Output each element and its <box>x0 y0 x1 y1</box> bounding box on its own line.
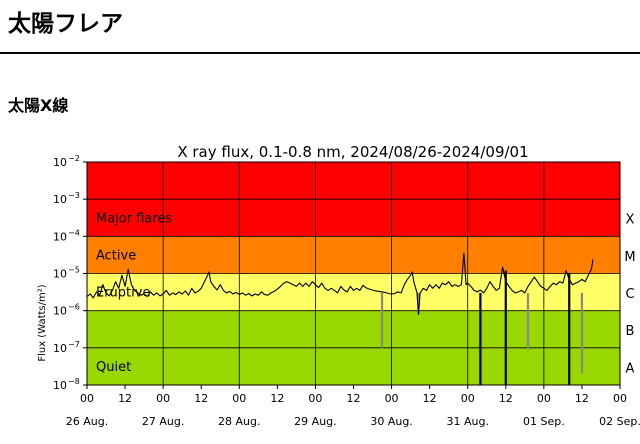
title-divider <box>0 52 640 54</box>
x-date-label-0: 26 Aug. <box>66 415 108 428</box>
band-label-2: Eruptive <box>96 286 150 301</box>
x-date-label-1: 27 Aug. <box>142 415 184 428</box>
x-tick-label-1: 12 <box>118 392 132 405</box>
band-label-3: Quiet <box>96 360 131 375</box>
page-title: 太陽フレア <box>8 11 123 37</box>
x-date-label-5: 31 Aug. <box>446 415 488 428</box>
x-tick-label-7: 12 <box>347 392 361 405</box>
x-date-label-4: 30 Aug. <box>370 415 412 428</box>
y-tick-label-1: 10 <box>53 342 67 355</box>
class-label-x: X <box>626 213 635 228</box>
flux-series <box>86 252 594 315</box>
band-labels: Major flares Active Eruptive Quiet <box>96 211 172 375</box>
y-tick-exp-5: −3 <box>68 191 80 200</box>
x-tick-label-0: 00 <box>80 392 94 405</box>
y-tick-label-3: 10 <box>53 268 67 281</box>
x-tick-label-10: 00 <box>461 392 475 405</box>
x-tick-label-2: 00 <box>156 392 170 405</box>
y-tick-exp-0: −8 <box>68 377 80 386</box>
x-date-label-7: 02 Sep. <box>599 415 640 428</box>
x-tick-label-11: 12 <box>499 392 513 405</box>
x-tick-label-14: 00 <box>613 392 627 405</box>
x-tick-label-13: 12 <box>575 392 589 405</box>
band-2 <box>87 273 620 311</box>
y-tick-exp-4: −4 <box>68 228 80 237</box>
x-date-label-2: 28 Aug. <box>218 415 260 428</box>
y-axis-label: Flux (Watts/m²) <box>37 284 48 361</box>
band-label-0: Major flares <box>96 211 172 226</box>
y-tick-label-4: 10 <box>53 230 67 243</box>
y-tick-exp-3: −5 <box>68 266 80 275</box>
y-tick-label-6: 10 <box>53 156 67 169</box>
x-tick-label-9: 12 <box>423 392 437 405</box>
flux-line-0 <box>86 252 594 315</box>
x-tick-label-4: 00 <box>232 392 246 405</box>
y-tick-exp-1: −7 <box>68 340 80 349</box>
x-tick-label-6: 00 <box>308 392 322 405</box>
flux-drops <box>380 270 584 385</box>
y-tick-label-5: 10 <box>53 193 67 206</box>
y-tick-label-2: 10 <box>53 305 67 318</box>
class-label-b: B <box>626 324 635 339</box>
x-tick-label-12: 00 <box>537 392 551 405</box>
y-tick-exp-2: −6 <box>68 303 80 312</box>
x-tick-label-8: 00 <box>385 392 399 405</box>
section-title: 太陽X線 <box>8 96 69 115</box>
class-label-c: C <box>625 287 634 302</box>
class-label-a: A <box>626 361 635 376</box>
x-tick-label-5: 12 <box>270 392 284 405</box>
x-tick-label-3: 12 <box>194 392 208 405</box>
band-1 <box>87 236 620 274</box>
band-label-1: Active <box>96 249 136 264</box>
class-label-m: M <box>624 250 635 265</box>
y-tick-label-0: 10 <box>53 379 67 392</box>
chart-title: X ray flux, 0.1-0.8 nm, 2024/08/26-2024/… <box>177 143 528 161</box>
x-date-label-3: 29 Aug. <box>294 415 336 428</box>
x-date-label-6: 01 Sep. <box>523 415 565 428</box>
y-tick-exp-6: −2 <box>68 154 80 163</box>
